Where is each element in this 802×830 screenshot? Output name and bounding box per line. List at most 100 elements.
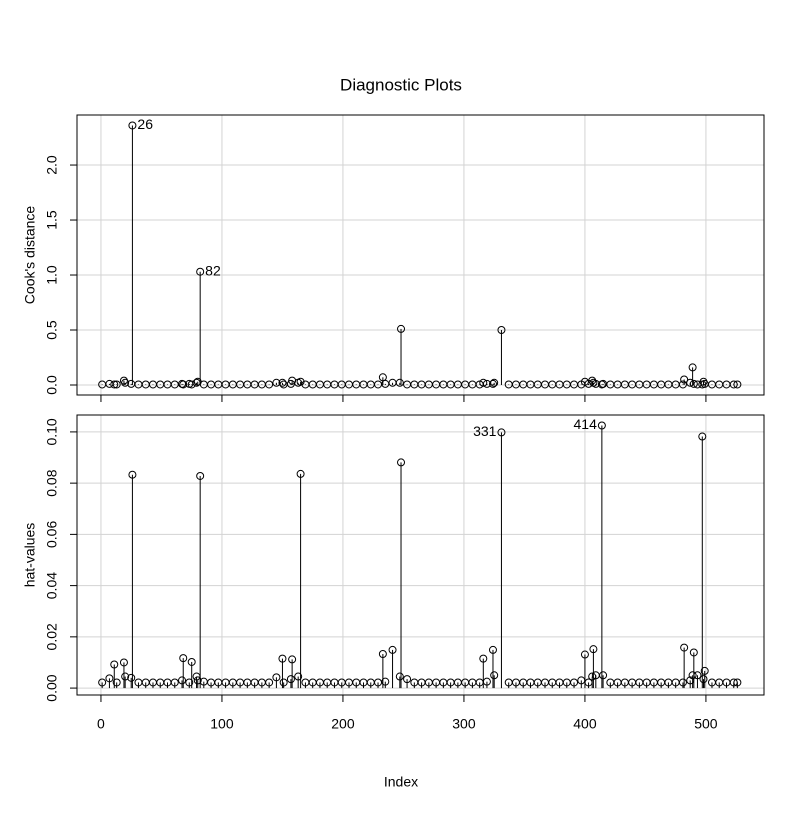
point [678, 380, 687, 389]
x-tick-label: 200 [331, 716, 355, 732]
point [378, 650, 387, 659]
point [680, 375, 689, 384]
point [178, 676, 187, 685]
point [686, 378, 695, 387]
point [170, 678, 179, 687]
x-tick-label: 100 [210, 716, 234, 732]
point [119, 376, 128, 385]
point [397, 458, 406, 467]
plot-frame [76, 414, 765, 696]
point [112, 678, 121, 687]
chart-title: Diagnostic Plots [340, 75, 462, 94]
point [479, 378, 488, 387]
point [296, 377, 305, 386]
point [110, 380, 119, 389]
point [479, 654, 488, 663]
x-tick-label: 300 [452, 716, 476, 732]
point [688, 671, 697, 680]
y-axis-label: hat-values [22, 523, 38, 588]
y-tick-label: 0.0 [44, 375, 60, 395]
point [121, 378, 130, 387]
plot-frame [76, 114, 765, 396]
point [693, 671, 702, 680]
point [482, 677, 491, 686]
y-tick-label: 2.0 [44, 155, 60, 175]
point [272, 378, 281, 387]
point [187, 657, 196, 666]
point [688, 363, 697, 372]
point-label: 331 [473, 423, 497, 439]
point [689, 648, 698, 657]
point [488, 379, 497, 388]
point [278, 378, 287, 387]
point [193, 676, 202, 685]
y-tick-label: 0.10 [44, 418, 60, 445]
point [700, 666, 709, 675]
y-axis-label: Cook's distance [22, 206, 38, 305]
point [128, 121, 137, 130]
point [179, 654, 188, 663]
point [497, 428, 506, 437]
point [678, 678, 687, 687]
point [395, 672, 404, 681]
point [296, 469, 305, 478]
point [112, 380, 121, 389]
point [128, 470, 137, 479]
point [397, 324, 406, 333]
point [680, 643, 689, 652]
point [279, 678, 288, 687]
point [265, 678, 274, 687]
point [698, 432, 707, 441]
x-tick-label: 400 [573, 716, 597, 732]
x-tick-label: 500 [694, 716, 718, 732]
y-tick-label: 0.02 [44, 623, 60, 650]
point [570, 678, 579, 687]
point [288, 655, 297, 664]
y-tick-label: 0.04 [44, 572, 60, 599]
point [733, 380, 742, 389]
point [488, 645, 497, 654]
point [119, 658, 128, 667]
point [272, 673, 281, 682]
point [179, 380, 188, 389]
point [110, 660, 119, 669]
point [381, 677, 390, 686]
point [105, 674, 114, 683]
point-label: 82 [205, 262, 221, 278]
point [733, 678, 742, 687]
point [403, 675, 412, 684]
point-label: 26 [137, 116, 153, 132]
point [196, 471, 205, 480]
point [497, 326, 506, 335]
point [278, 654, 287, 663]
point [98, 678, 107, 687]
y-tick-label: 0.06 [44, 521, 60, 548]
y-tick-label: 0.5 [44, 320, 60, 340]
point [589, 645, 598, 654]
point [265, 380, 274, 389]
point [689, 379, 698, 388]
point [395, 378, 404, 387]
point [597, 421, 606, 430]
point [490, 378, 499, 387]
y-tick-label: 1.0 [44, 265, 60, 285]
point [185, 678, 194, 687]
point [121, 672, 130, 681]
point [196, 267, 205, 276]
point [699, 377, 708, 386]
x-tick-label: 0 [97, 716, 105, 732]
point [388, 645, 397, 654]
point [490, 671, 499, 680]
y-tick-label: 1.5 [44, 210, 60, 230]
point [699, 675, 708, 684]
point [127, 673, 136, 682]
x-axis-label: Index [384, 774, 418, 790]
y-tick-label: 0.08 [44, 469, 60, 496]
point [294, 672, 303, 681]
point [580, 650, 589, 659]
point-label: 414 [574, 416, 598, 432]
point [286, 675, 295, 684]
point [599, 671, 608, 680]
y-tick-label: 0.00 [44, 674, 60, 701]
